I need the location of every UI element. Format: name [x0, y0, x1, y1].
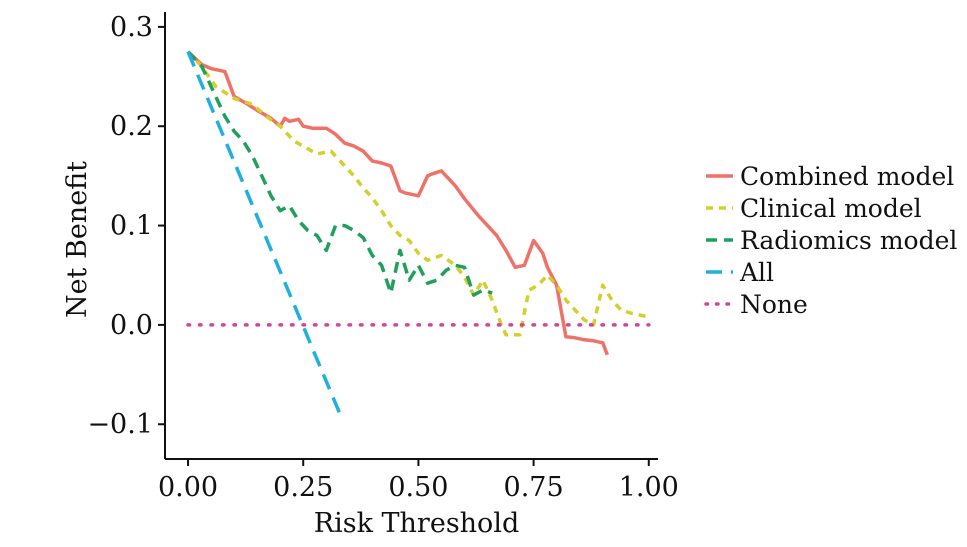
legend: Combined model Clinical model Radiomics mo… [704, 162, 957, 319]
legend-label: None [740, 290, 808, 319]
y-axis-ticks: −0.1 0.0 0.1 0.2 0.3 [87, 12, 165, 440]
legend-label: All [739, 258, 774, 287]
x-tick-label: 1.00 [619, 472, 679, 503]
axes: −0.1 0.0 0.1 0.2 0.3 0.00 0.25 0.50 0.75 1.00 [87, 12, 678, 503]
legend-label: Clinical model [740, 194, 922, 223]
x-axis-title: Risk Threshold [314, 508, 519, 539]
y-tick-label: 0.2 [110, 111, 153, 142]
x-tick-label: 0.25 [273, 472, 333, 503]
y-tick-label: −0.1 [87, 409, 153, 440]
plot-series [186, 50, 651, 415]
series-line-combined-model [186, 50, 609, 356]
legend-label: Combined model [740, 162, 954, 191]
x-tick-label: 0.50 [388, 472, 448, 503]
y-tick-label: 0.3 [110, 12, 153, 43]
y-tick-label: 0.1 [110, 211, 153, 242]
series-line-clinical-model [186, 50, 650, 337]
y-tick-label: 0.0 [110, 310, 153, 341]
series-line-radiomics-model [186, 50, 493, 297]
series-line-all [186, 51, 342, 415]
x-axis-ticks: 0.00 0.25 0.50 0.75 1.00 [158, 459, 679, 503]
legend-label: Radiomics model [740, 226, 957, 255]
x-tick-label: 0.75 [504, 472, 564, 503]
y-axis-title: Net Benefit [62, 161, 93, 318]
x-tick-label: 0.00 [158, 472, 218, 503]
